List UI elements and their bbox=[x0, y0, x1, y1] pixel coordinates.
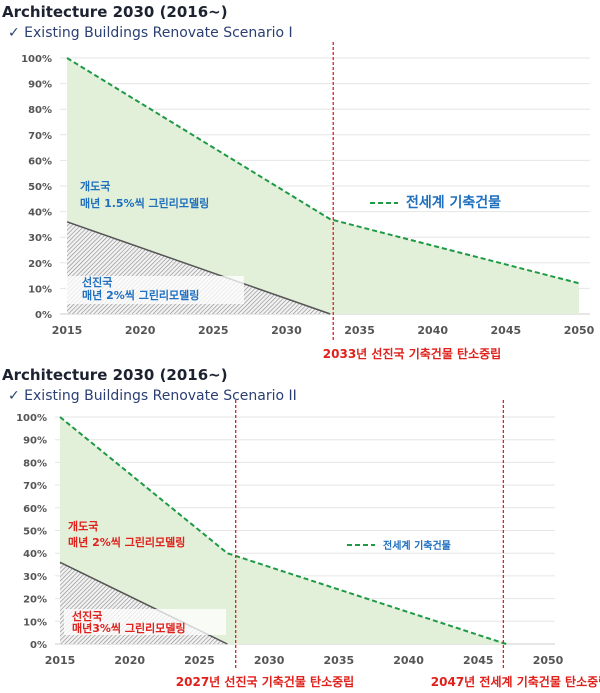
y-tick-label: 90% bbox=[28, 80, 52, 91]
x-tick-label: 2040 bbox=[393, 654, 424, 667]
y-tick-label: 100% bbox=[21, 54, 52, 65]
y-tick-label: 0% bbox=[35, 310, 52, 321]
developed-countries-line bbox=[66, 221, 331, 315]
carbon-neutral-label: 2047년 전세계 기축건물 탄소중립 bbox=[431, 674, 600, 689]
y-tick-label: 0% bbox=[30, 640, 47, 651]
developing-countries-label: 매년 2%씩 그린리모델링 bbox=[68, 535, 185, 549]
legend-label: 전세계 기축건물 bbox=[406, 194, 501, 211]
chart-subtitle: ✓ Existing Buildings Renovate Scenario I… bbox=[8, 388, 297, 404]
legend-label: 전세계 기축건물 bbox=[383, 539, 451, 552]
y-tick-label: 50% bbox=[28, 182, 52, 193]
x-tick-label: 2025 bbox=[184, 654, 215, 667]
developed-countries-label: 선진국 bbox=[82, 275, 112, 289]
y-tick-label: 20% bbox=[28, 259, 52, 270]
x-tick-label: 2020 bbox=[114, 654, 145, 667]
x-tick-label: 2025 bbox=[198, 324, 229, 337]
y-tick-label: 60% bbox=[23, 504, 47, 515]
world-buildings-area bbox=[60, 417, 507, 644]
y-tick-label: 80% bbox=[28, 105, 52, 116]
chart-title: Architecture 2030 (2016~) bbox=[2, 366, 228, 384]
developed-countries-label: 매년3%씩 그린리모델링 bbox=[72, 621, 186, 635]
scenario-1-chart: Architecture 2030 (2016~) ✓ Existing Buil… bbox=[2, 3, 595, 361]
y-tick-label: 60% bbox=[28, 156, 52, 167]
chart-title: Architecture 2030 (2016~) bbox=[2, 3, 228, 21]
developing-countries-label: 개도국 bbox=[68, 519, 98, 533]
chart-subtitle: ✓ Existing Buildings Renovate Scenario I bbox=[8, 25, 293, 41]
x-tick-label: 2050 bbox=[564, 324, 595, 337]
x-tick-label: 2040 bbox=[417, 324, 448, 337]
developed-countries-label: 선진국 bbox=[72, 609, 102, 623]
y-tick-label: 10% bbox=[28, 284, 52, 295]
y-tick-label: 30% bbox=[28, 233, 52, 244]
x-tick-label: 2035 bbox=[344, 324, 375, 337]
x-tick-label: 2015 bbox=[45, 654, 76, 667]
x-tick-label: 2045 bbox=[491, 324, 522, 337]
world-buildings-area bbox=[67, 58, 579, 314]
y-tick-label: 10% bbox=[23, 617, 47, 628]
y-tick-label: 90% bbox=[23, 436, 47, 447]
developing-countries-label: 매년 1.5%씩 그린리모델링 bbox=[80, 196, 209, 210]
x-tick-label: 2045 bbox=[463, 654, 494, 667]
y-tick-label: 100% bbox=[16, 413, 47, 424]
y-tick-label: 20% bbox=[23, 595, 47, 606]
y-tick-label: 40% bbox=[23, 549, 47, 560]
carbon-neutral-label: 2033년 선진국 기축건물 탄소중립 bbox=[323, 346, 501, 361]
annotation-backdrop bbox=[66, 276, 244, 304]
x-tick-label: 2050 bbox=[533, 654, 564, 667]
carbon-neutral-label: 2027년 선진국 기축건물 탄소중립 bbox=[176, 674, 354, 689]
y-tick-label: 50% bbox=[23, 527, 47, 538]
y-tick-label: 70% bbox=[28, 131, 52, 142]
y-tick-label: 30% bbox=[23, 572, 47, 583]
x-tick-label: 2030 bbox=[271, 324, 302, 337]
x-tick-label: 2030 bbox=[254, 654, 285, 667]
world-buildings-line bbox=[59, 416, 507, 645]
y-tick-label: 70% bbox=[23, 481, 47, 492]
developed-countries-label: 매년 2%씩 그린리모델링 bbox=[82, 288, 199, 302]
world-buildings-line bbox=[66, 57, 580, 285]
x-tick-label: 2035 bbox=[324, 654, 355, 667]
x-tick-label: 2015 bbox=[52, 324, 83, 337]
annotation-backdrop bbox=[64, 609, 226, 635]
y-tick-label: 80% bbox=[23, 458, 47, 469]
scenario-2-chart: Architecture 2030 (2016~) ✓ Existing Buil… bbox=[2, 366, 600, 689]
developing-countries-label: 개도국 bbox=[80, 179, 110, 193]
x-tick-label: 2020 bbox=[125, 324, 156, 337]
y-tick-label: 40% bbox=[28, 208, 52, 219]
